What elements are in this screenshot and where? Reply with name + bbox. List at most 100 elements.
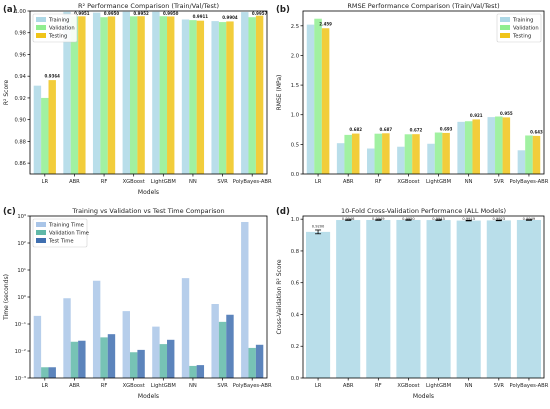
bar-d-cv-nn [456, 220, 481, 378]
bar-a-validation-lr [41, 97, 49, 174]
bar-a-testing-xgboost [137, 16, 145, 174]
bar-a-testing-svr [226, 21, 234, 174]
bar-d-cv-abr [336, 220, 361, 378]
x-tick-label: RF [375, 383, 382, 389]
bar-c-training-time-polybayes-abr [241, 221, 249, 378]
bar-b-testing-lightgbm [442, 132, 450, 174]
bar-b-testing-rf [382, 133, 390, 174]
bar-b-testing-lr [321, 28, 330, 174]
bar-b-validation-nn [464, 121, 473, 174]
y-tick-label: 1.0 [291, 113, 299, 119]
data-label: 0.9950 [163, 11, 179, 16]
x-tick-label: NN [189, 179, 197, 185]
x-axis-label: Models [138, 393, 159, 400]
y-tick-label: 0.96 [14, 52, 26, 58]
data-label: 0.9951 [74, 11, 90, 16]
bar-a-testing-abr [78, 16, 86, 175]
x-tick-label: XGBoost [397, 179, 419, 185]
data-label: 0.672 [410, 128, 423, 133]
plot-frame [302, 10, 545, 175]
y-tick-label: 0.88 [14, 139, 26, 145]
x-tick-label: XGBoost [397, 383, 419, 389]
legend-label: Test Time [48, 239, 74, 245]
bar-d-cv-polybayes-abr [516, 219, 541, 378]
bar-b-testing-abr [351, 133, 360, 174]
bar-a-testing-lightgbm [167, 16, 175, 174]
x-tick-label: NN [465, 383, 473, 389]
bar-b-validation-lightgbm [434, 132, 443, 174]
data-label: 0.9904 [222, 15, 238, 20]
bar-c-validation-time-lr [41, 367, 49, 378]
x-tick-label: XGBoost [123, 179, 145, 185]
y-tick-label: 0.90 [14, 118, 26, 124]
x-axis-label: Models [138, 189, 159, 196]
bar-c-validation-time-lightgbm [159, 344, 168, 378]
panel-label: (b) [276, 5, 290, 15]
x-tick-label: ABR [343, 179, 354, 185]
y-tick-label: 0.98 [14, 31, 26, 37]
bar-d-cv-lightgbm [426, 220, 451, 378]
bar-a-testing-polybayes-abr [255, 15, 264, 174]
data-label: 0.9200 [312, 224, 325, 228]
x-tick-label: LightGBM [151, 179, 176, 185]
x-tick-label: LR [315, 383, 322, 389]
x-tick-label: PolyBayes-ABR [233, 383, 272, 389]
legend-label: Training [512, 18, 533, 24]
legend-label: Testing [48, 34, 67, 40]
x-tick-label: ABR [69, 383, 80, 389]
chart-title: Training vs Validation vs Test Time Comp… [71, 207, 224, 215]
bar-c-validation-time-nn [189, 365, 197, 378]
bar-b-validation-abr [344, 134, 352, 174]
bar-d-cv-xgboost [396, 219, 421, 378]
y-axis-label: R² Score [3, 80, 10, 106]
bar-a-testing-lr [48, 80, 56, 174]
y-tick-label: 0.92 [14, 96, 26, 102]
y-tick-label: 0.0 [291, 376, 299, 382]
bar-a-testing-nn [196, 20, 205, 175]
panel-d: (d) 10-Fold Cross-Validation Performance … [276, 207, 549, 400]
data-label: 0.9950 [104, 11, 120, 16]
x-tick-label: RF [101, 383, 108, 389]
data-label: 0.9911 [193, 14, 209, 19]
y-tick-label: 0.5 [291, 142, 299, 148]
y-tick-label: 10⁰ [17, 295, 26, 301]
bar-c-training-time-lightgbm [152, 326, 160, 378]
bar-b-validation-lr [314, 18, 322, 174]
y-axis-label: Time (seconds) [3, 274, 10, 321]
y-tick-label: 1.00 [14, 9, 26, 15]
bar-a-training-lightgbm [152, 11, 160, 175]
x-tick-label: RF [375, 179, 382, 185]
x-axis-label: Models [413, 393, 434, 400]
bar-a-training-xgboost [122, 11, 130, 175]
y-tick-label: 10³ [17, 214, 26, 220]
x-tick-label: RF [101, 179, 108, 185]
bar-c-training-time-rf [92, 280, 101, 378]
y-tick-label: 0.86 [14, 161, 26, 167]
data-label: 0.9949 [523, 217, 536, 221]
data-label: 0.9364 [45, 74, 61, 79]
y-axis-label: Cross-Validation R² Score [276, 259, 283, 334]
y-tick-label: 10⁻¹ [15, 322, 26, 328]
bar-a-training-rf [92, 12, 101, 174]
bar-d-cv-rf [366, 219, 391, 378]
bar-b-testing-nn [472, 119, 480, 174]
bar-a-validation-rf [100, 17, 108, 174]
legend-swatch [36, 230, 46, 235]
y-tick-label: 10¹ [17, 268, 26, 274]
bar-b-training-polybayes-abr [517, 150, 526, 174]
bar-b-training-xgboost [397, 146, 405, 174]
bar-d-cv-svr [486, 220, 511, 378]
bar-d-cv-lr [306, 231, 331, 378]
x-tick-label: NN [189, 383, 197, 389]
bar-a-training-polybayes-abr [241, 12, 249, 174]
x-tick-label: PolyBayes-ABR [233, 179, 272, 185]
y-tick-label: 1.5 [291, 83, 299, 89]
bar-a-validation-lightgbm [159, 16, 168, 174]
legend-swatch [36, 17, 46, 22]
data-label: 0.9949 [372, 217, 385, 221]
bar-b-testing-xgboost [412, 134, 420, 174]
bar-b-training-abr [336, 143, 345, 174]
panel-label: (d) [276, 207, 290, 217]
data-label: 0.687 [380, 127, 393, 132]
